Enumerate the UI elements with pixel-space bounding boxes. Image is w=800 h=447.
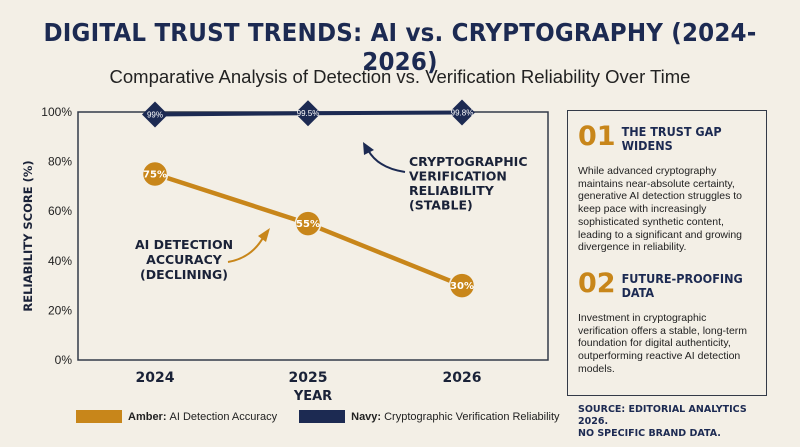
data-point-ai (448, 272, 476, 299)
source-line-2: NO SPECIFIC BRAND DATA. (578, 428, 721, 439)
legend-label-crypto: Cryptographic Verification Reliability (384, 410, 560, 423)
annotation-ai-arrow (227, 235, 265, 263)
annotation-ai-line: ACCURACY (146, 252, 223, 267)
data-label-ai: 75% (143, 170, 167, 181)
plot-frame (77, 111, 549, 361)
legend-key-crypto: Navy: (351, 410, 382, 423)
insight-2-body: Investment in cryptographic verification… (578, 311, 748, 375)
source-note: SOURCE: EDITORIAL ANALYTICS 2026. NO SPE… (578, 404, 778, 440)
y-tick-label: 100% (41, 105, 72, 119)
annotation-crypto-arrow (367, 149, 406, 173)
data-label-ai: 55% (296, 219, 320, 230)
annotation-crypto-line: (STABLE) (409, 198, 473, 213)
y-tick-label: 60% (48, 204, 72, 218)
annotation-crypto-line: VERIFICATION (409, 169, 507, 184)
insight-2-number: 02 (578, 267, 616, 299)
annotation-crypto-arrowhead (363, 142, 374, 155)
annotation-crypto-line: CRYPTOGRAPHIC (409, 154, 528, 169)
data-point-crypto (295, 100, 321, 127)
y-tick-label: 80% (48, 155, 72, 169)
insight-1-body: While advanced cryptography maintains ne… (578, 165, 743, 254)
y-axis-title: RELIABILITY SCORE (%) (21, 160, 35, 311)
x-tick-label: 2024 (136, 370, 175, 386)
data-label-crypto: 99.5% (297, 109, 320, 118)
y-tick-label: 0% (55, 353, 73, 367)
data-label-crypto: 99% (147, 110, 163, 119)
data-point-ai (294, 210, 322, 237)
data-point-ai (141, 160, 169, 188)
legend-label-ai: AI Detection Accuracy (169, 410, 278, 423)
insight-2: 02 FUTURE-PROOFING DATA Investment in cr… (578, 267, 756, 376)
key-insights-panel: 01 THE TRUST GAP WIDENS While advanced c… (567, 110, 767, 396)
y-tick-label: 40% (48, 254, 72, 268)
x-tick-label: 2025 (289, 370, 328, 386)
legend-item-ai: Amber: AI Detection Accuracy (76, 410, 277, 423)
x-axis-title: YEAR (293, 389, 332, 404)
legend-swatch-ai (76, 410, 122, 423)
annotation-crypto-line: RELIABILITY (409, 183, 495, 198)
page-subtitle: Comparative Analysis of Detection vs. Ve… (109, 66, 691, 87)
legend-item-crypto: Navy: Cryptographic Verification Reliabi… (299, 410, 560, 423)
chart-series: 75% 55% 30% 99% 99.5% 99.8% (141, 99, 476, 299)
annotation-ai-line: AI DETECTION (135, 237, 233, 252)
insight-1: 01 THE TRUST GAP WIDENS While advanced c… (578, 123, 756, 254)
x-tick-label: 2026 (443, 370, 482, 386)
y-tick-label: 20% (48, 303, 72, 317)
insight-2-title: FUTURE-PROOFING DATA (621, 270, 743, 300)
annotation-ai-arrowhead (258, 228, 270, 242)
data-label-crypto: 99.8% (451, 108, 474, 117)
legend-swatch-crypto (299, 410, 346, 423)
insight-1-title: THE TRUST GAP WIDENS (621, 124, 722, 153)
source-line-1: SOURCE: EDITORIAL ANALYTICS 2026. (578, 404, 747, 427)
chart-axes: 0% 20% 40% 60% 80% 100% 2024 2025 2026 YEAR RELIAB… (21, 105, 549, 404)
legend-key-ai: Amber: (128, 410, 167, 423)
data-label-ai: 30% (450, 281, 474, 292)
data-point-crypto (142, 101, 168, 128)
chart-legend: Amber: AI Detection Accuracy Navy: Crypt… (76, 410, 582, 423)
insight-1-number: 01 (578, 121, 616, 152)
page-title: DIGITAL TRUST TRENDS: AI vs. CRYPTOGRAPH… (43, 18, 757, 76)
annotation-ai-line: (DECLINING) (140, 267, 228, 282)
data-point-crypto (449, 99, 475, 126)
